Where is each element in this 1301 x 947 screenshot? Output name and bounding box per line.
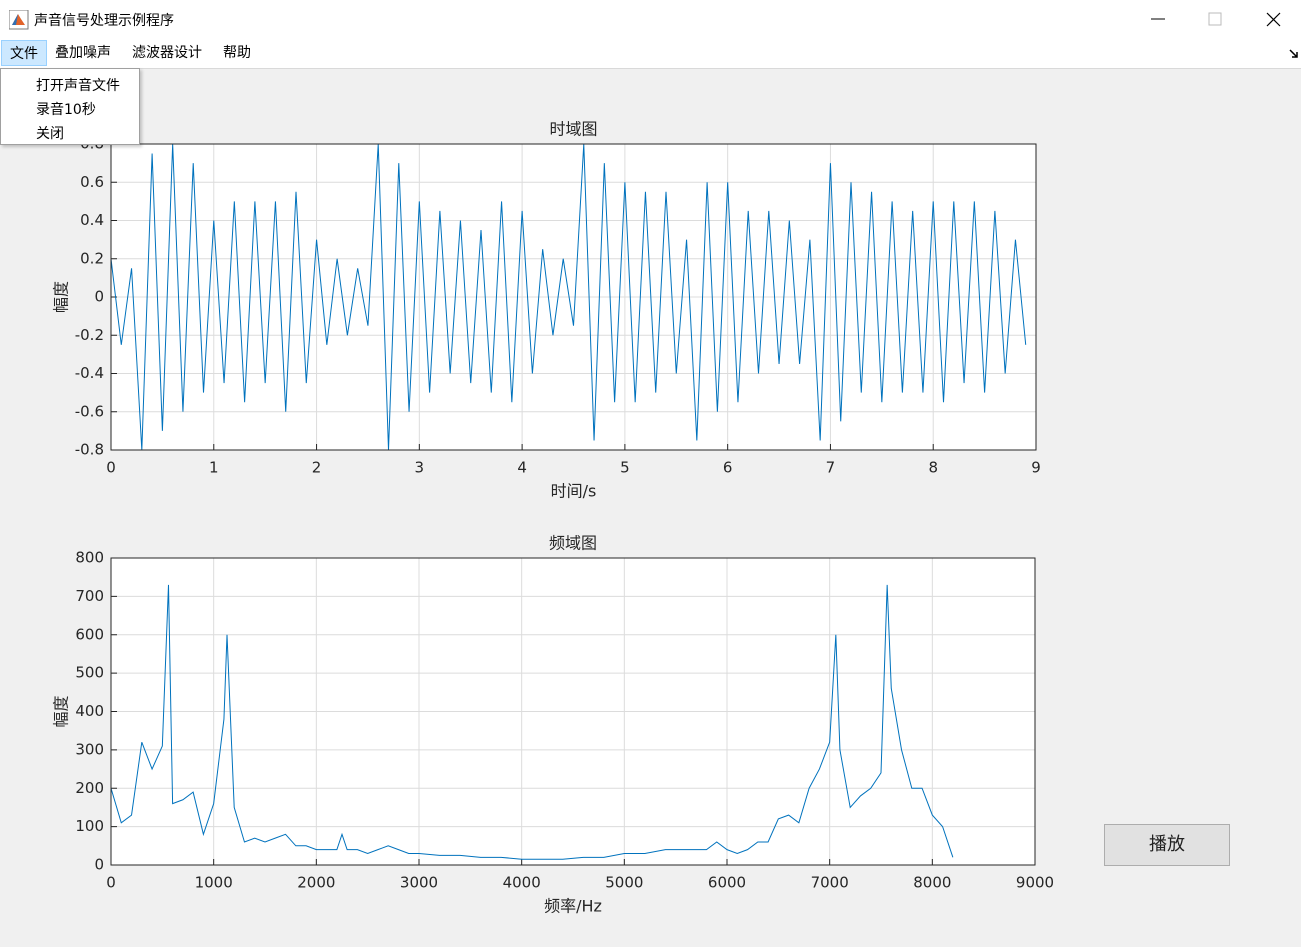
maximize-button[interactable] — [1208, 12, 1222, 26]
y-axis-label: 幅度 — [52, 695, 71, 727]
menu-item[interactable]: 叠加噪声 — [55, 45, 111, 61]
x-tick-label: 3 — [415, 459, 425, 477]
x-tick-label: 7000 — [811, 874, 849, 892]
x-tick-label: 2 — [312, 459, 322, 477]
x-tick-label: 1 — [209, 459, 219, 477]
y-tick-label: 0.2 — [80, 249, 104, 267]
y-tick-label: 0.4 — [80, 211, 104, 229]
dropdown-item[interactable]: 关闭 — [36, 126, 64, 142]
y-tick-label: 0.6 — [80, 173, 104, 191]
y-tick-label: -0.4 — [75, 364, 104, 382]
y-tick-label: 100 — [75, 817, 104, 835]
x-tick-label: 5 — [620, 459, 630, 477]
x-tick-label: 0 — [106, 459, 116, 477]
y-tick-label: -0.6 — [75, 402, 104, 420]
chart-title: 频域图 — [549, 534, 597, 553]
menu-item[interactable]: 滤波器设计 — [132, 45, 202, 61]
x-tick-label: 4 — [517, 459, 527, 477]
y-tick-label: 0 — [94, 288, 104, 306]
x-tick-label: 9 — [1031, 459, 1041, 477]
menu-item[interactable]: 文件 — [1, 40, 47, 66]
dropdown-menu: 打开声音文件 录音10秒 关闭 — [0, 68, 140, 145]
y-tick-label: 700 — [75, 587, 104, 605]
x-tick-label: 4000 — [503, 874, 541, 892]
chart: 0123456789-0.8-0.6-0.4-0.200.20.40.60.8时… — [52, 120, 1041, 501]
y-tick-label: 500 — [75, 664, 104, 682]
data-line — [111, 584, 954, 860]
chart-title: 时域图 — [549, 120, 597, 139]
dropdown-item[interactable]: 录音10秒 — [36, 102, 96, 118]
chart: 0 1000 2000 3000 4000 5000 6000 7000 8000 9000 0 10… — [52, 534, 1055, 916]
x-tick-label: 7 — [826, 459, 836, 477]
x-tick-label: 6 — [723, 459, 733, 477]
x-tick-label: 3000 — [400, 874, 438, 892]
toolbar-toggle[interactable] — [1288, 48, 1300, 60]
y-tick-label: 400 — [75, 702, 104, 720]
window-title: 声音信号处理示例程序 — [34, 13, 174, 29]
data-line — [111, 144, 1027, 450]
dropdown-item[interactable]: 打开声音文件 — [36, 78, 120, 94]
menu-item[interactable]: 帮助 — [223, 45, 251, 61]
x-tick-label: 8 — [928, 459, 938, 477]
y-tick-label: -0.2 — [75, 326, 104, 344]
axes-box — [110, 143, 1037, 451]
close-button[interactable] — [1266, 12, 1281, 27]
x-tick-label: 1000 — [195, 874, 233, 892]
play-button[interactable]: 播放 — [1104, 824, 1230, 866]
app-icon — [9, 10, 29, 30]
x-tick-label: 5000 — [605, 874, 643, 892]
title-bar: 声音信号处理示例程序 — [0, 0, 1301, 38]
y-tick-label: 200 — [75, 779, 104, 797]
y-tick-label: 600 — [75, 625, 104, 643]
y-tick-label: 0 — [94, 856, 104, 874]
axes-box — [110, 557, 1036, 866]
x-axis-label: 时间/s — [551, 482, 597, 501]
x-tick-label: 6000 — [708, 874, 746, 892]
x-axis-label: 频率/Hz — [544, 897, 602, 916]
y-axis-label: 幅度 — [52, 281, 71, 313]
menu-bar: 文件 叠加噪声 滤波器设计 帮助 — [0, 38, 1301, 69]
x-tick-label: 2000 — [297, 874, 335, 892]
y-tick-label: 800 — [75, 549, 104, 567]
x-tick-label: 9000 — [1016, 874, 1054, 892]
x-tick-label: 0 — [106, 874, 116, 892]
x-tick-label: 8000 — [913, 874, 951, 892]
window-controls — [1151, 12, 1281, 27]
y-tick-label: 300 — [75, 740, 104, 758]
y-tick-label: -0.8 — [75, 441, 104, 459]
